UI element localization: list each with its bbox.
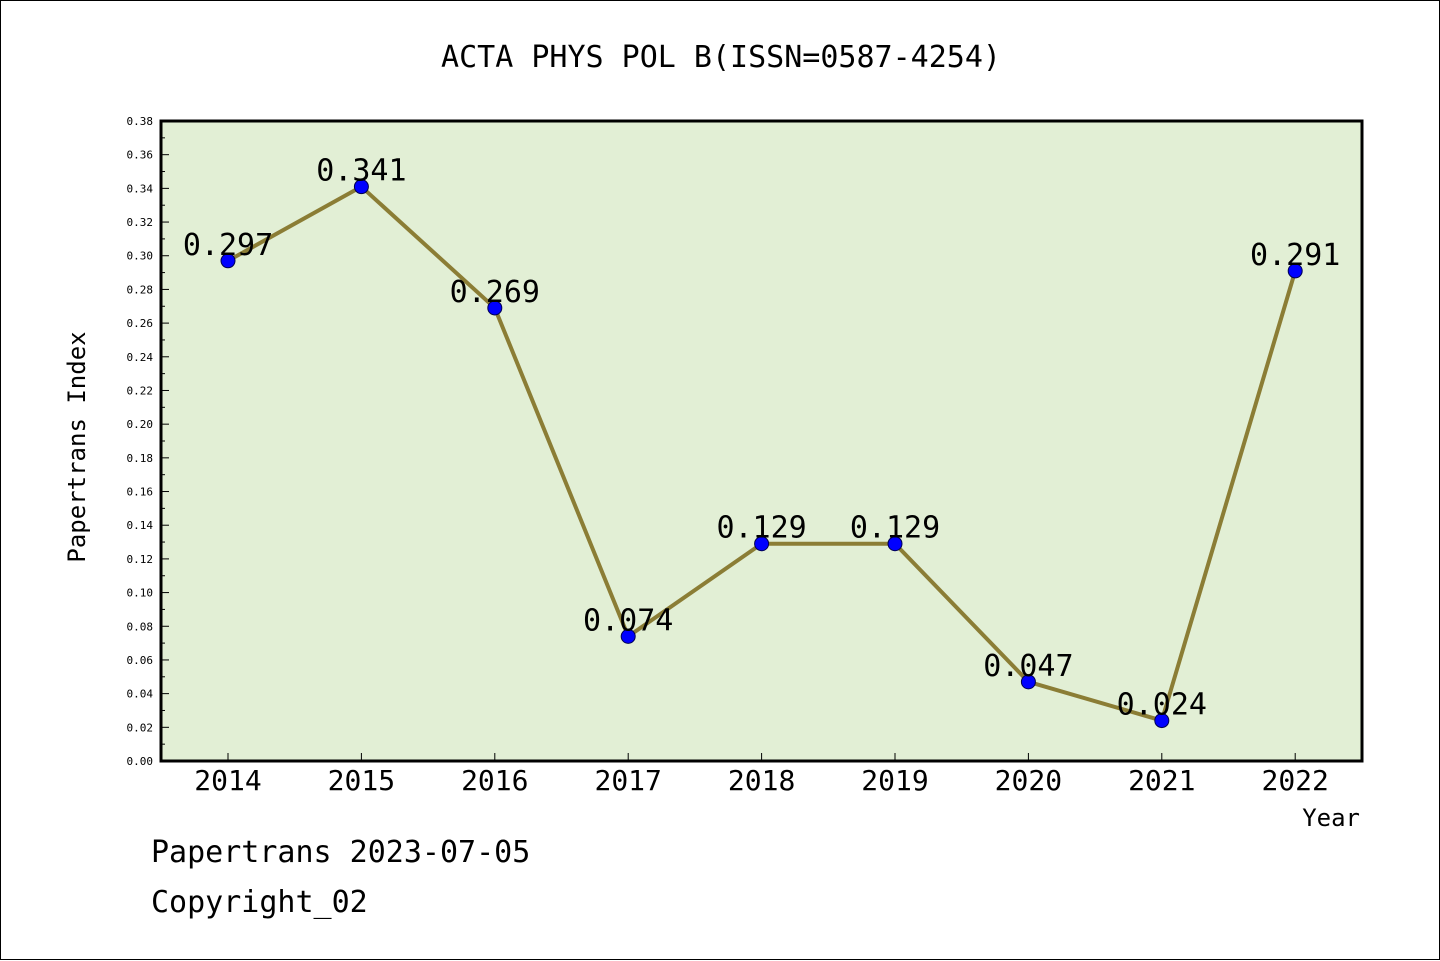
data-label: 0.297 [183, 228, 273, 263]
y-tick-label: 0.04 [127, 688, 154, 701]
data-label: 0.341 [316, 154, 406, 189]
chart-title: ACTA PHYS POL B(ISSN=0587-4254) [441, 40, 1001, 75]
y-tick-label: 0.16 [127, 486, 154, 499]
data-label: 0.024 [1117, 688, 1207, 723]
y-tick-label: 0.18 [127, 452, 154, 465]
y-tick-label: 0.14 [127, 519, 154, 532]
y-tick-label: 0.30 [127, 250, 154, 263]
data-label: 0.129 [850, 511, 940, 546]
x-tick-label: 2015 [328, 764, 395, 797]
x-axis: 2014 2015 2016 2017 2018 2019 2020 2021 2022 [194, 753, 1329, 797]
footer-date-line: Papertrans 2023-07-05 [151, 835, 531, 870]
y-tick-label: 0.10 [127, 587, 154, 600]
data-point [1020, 674, 1036, 690]
x-tick-label: 2020 [995, 764, 1062, 797]
y-tick-label: 0.00 [127, 755, 154, 768]
data-point [1287, 263, 1303, 279]
plot-area [161, 121, 1362, 761]
data-point [487, 300, 503, 316]
y-tick-label: 0.22 [127, 384, 154, 397]
y-tick-label: 0.08 [127, 620, 154, 633]
x-tick-label: 2014 [194, 764, 261, 797]
data-point [887, 536, 903, 552]
x-tick-label: 2021 [1128, 764, 1195, 797]
data-point [220, 253, 236, 269]
footer-copyright: Copyright_02 [151, 885, 368, 920]
data-label: 0.074 [583, 603, 673, 638]
y-tick-label: 0.36 [127, 149, 154, 162]
y-tick-label: 0.06 [127, 654, 154, 667]
y-tick-label: 0.32 [127, 216, 154, 229]
data-label: 0.129 [716, 511, 806, 546]
x-tick-label: 2017 [594, 764, 661, 797]
data-point [620, 628, 636, 644]
y-tick-label: 0.12 [127, 553, 154, 566]
y-tick-label: 0.20 [127, 418, 154, 431]
y-axis: 0.00 0.02 0.04 0.06 0.08 0.10 0.12 0.14 0.16 0.18… [127, 115, 169, 768]
data-label: 0.291 [1250, 238, 1340, 273]
x-axis-label: Year [1302, 804, 1360, 832]
y-axis-label: Papertrans Index [63, 331, 91, 562]
data-label: 0.047 [983, 649, 1073, 684]
x-tick-label: 2019 [861, 764, 928, 797]
plot-frame [159, 119, 1364, 763]
data-point [353, 179, 369, 195]
data-point [754, 536, 770, 552]
series-layer: 0.297 0.341 0.269 0.074 0.129 0.129 0.047 0.024… [183, 154, 1340, 729]
y-tick-label: 0.34 [127, 182, 154, 195]
x-tick-label: 2016 [461, 764, 528, 797]
x-tick-label: 2018 [728, 764, 795, 797]
data-label: 0.269 [450, 275, 540, 310]
y-tick-label: 0.02 [127, 721, 154, 734]
y-tick-label: 0.38 [127, 115, 154, 128]
y-tick-label: 0.26 [127, 317, 154, 330]
y-tick-label: 0.24 [127, 351, 154, 364]
x-tick-label: 2022 [1261, 764, 1328, 797]
y-tick-label: 0.28 [127, 283, 154, 296]
data-point [1154, 713, 1170, 729]
